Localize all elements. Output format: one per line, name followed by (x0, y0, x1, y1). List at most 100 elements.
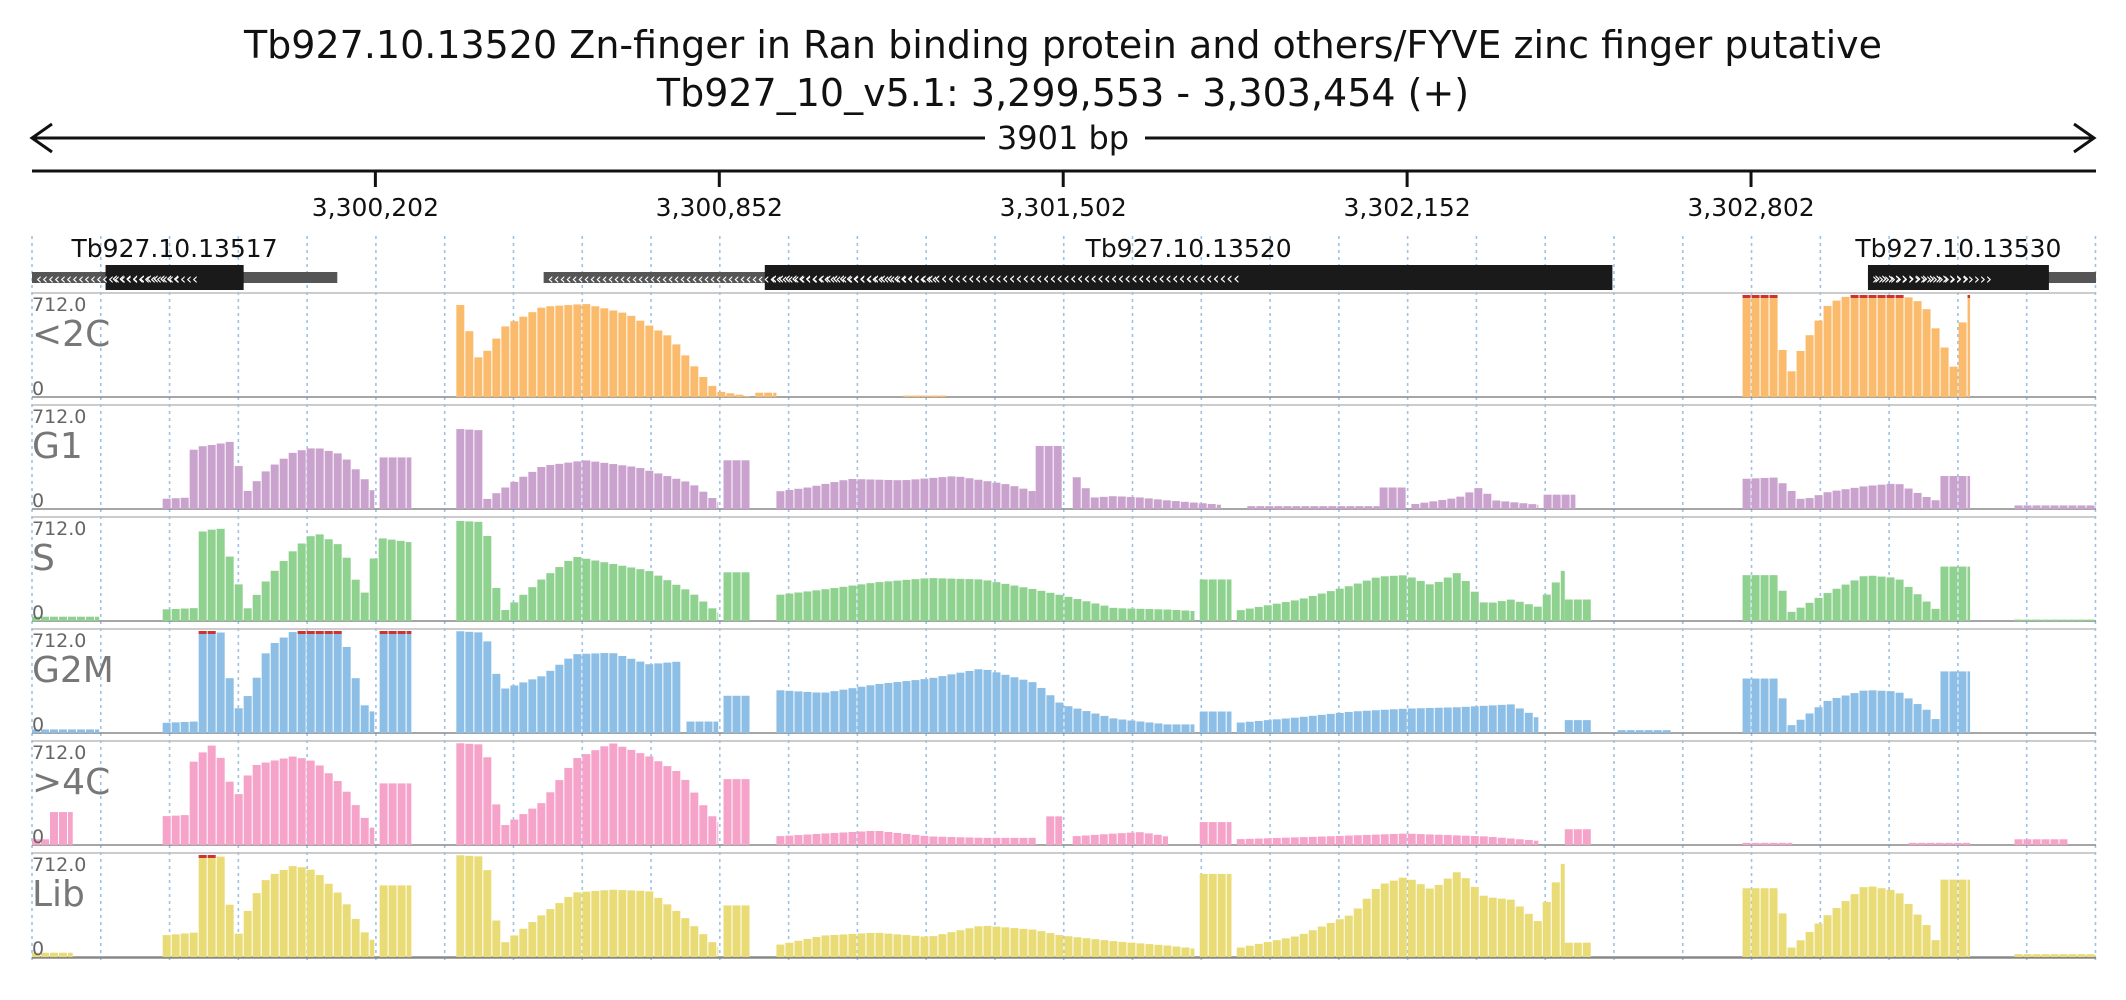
coverage-bar (1922, 925, 1931, 957)
coverage-bar (866, 685, 875, 733)
overflow-marker (1967, 295, 1971, 298)
coverage-bar (379, 885, 388, 957)
coverage-bar (378, 538, 387, 621)
track->4C: 712.0 0 >4C (32, 740, 2096, 848)
coverage-bar (387, 539, 396, 621)
overflow-marker (1850, 295, 1859, 298)
coverage-bar (388, 457, 397, 509)
coverage-bar (1886, 577, 1895, 621)
coverage-bar (297, 631, 306, 733)
coverage-bar (456, 631, 465, 733)
coverage-bar (636, 753, 645, 845)
coverage-bar (848, 688, 857, 733)
coverage-bar (171, 498, 180, 509)
coverage-bar (1429, 501, 1438, 509)
coverage-bar (1760, 477, 1769, 509)
coverage-bar (717, 822, 719, 845)
coverage-bar (1226, 873, 1232, 957)
coverage-bar (785, 690, 794, 733)
coverage-bar (333, 544, 342, 621)
coverage-bar (2077, 954, 2086, 957)
gene-Tb927.10.13517[interactable]: ‹‹‹‹‹‹‹‹‹‹‹‹‹‹‹‹‹‹‹‹‹‹‹‹‹‹‹‹‹‹‹‹‹‹‹‹‹ Tb9… (32, 234, 338, 290)
axis-tick-label: 3,302,802 (1687, 193, 1814, 222)
coverage-bar (1778, 913, 1787, 957)
coverage-bar (397, 631, 406, 733)
coverage-bar (1425, 834, 1434, 845)
coverage-bar (1028, 491, 1036, 509)
coverage-bar (1108, 833, 1117, 845)
coverage-bar (456, 855, 465, 957)
coverage-bar (1841, 695, 1850, 733)
coverage-bar (839, 586, 848, 621)
coverage-bar (732, 905, 741, 957)
coverage-bar (261, 762, 270, 845)
coverage-bar (306, 869, 315, 957)
coverage-bar (252, 677, 261, 733)
gene-Tb927.10.13520[interactable]: ‹‹‹‹‹‹‹‹‹‹‹‹‹‹‹‹‹‹‹‹‹‹‹‹‹‹‹‹‹‹‹‹‹‹‹‹‹‹‹‹… (543, 234, 1613, 290)
coverage-bar (456, 520, 465, 621)
coverage-bar (1144, 833, 1153, 845)
coverage-bar (1931, 608, 1940, 621)
coverage-bar (1506, 899, 1515, 957)
coverage-bar (546, 306, 555, 397)
coverage-bar (1416, 708, 1425, 733)
coverage-bar (627, 749, 636, 845)
coverage-bar (1479, 895, 1488, 957)
coverage-bar (1850, 693, 1859, 733)
coverage-bar (1037, 687, 1046, 733)
coverage-bar (893, 934, 902, 957)
coverage-bar (1967, 566, 1971, 621)
overflow-marker (1886, 295, 1895, 298)
coverage-bar (848, 933, 857, 957)
coverage-bar (645, 325, 654, 397)
coverage-bar (1447, 498, 1456, 509)
track-max-label: 712.0 (32, 294, 86, 316)
coverage-bar (741, 695, 750, 733)
coverage-bar (1299, 933, 1308, 957)
coverage-bar (1958, 566, 1967, 621)
coverage-bar (794, 835, 803, 845)
coverage-bar (1501, 501, 1510, 509)
coverage-bar (180, 933, 189, 957)
coverage-bar (600, 308, 609, 397)
coverage-bar (360, 479, 369, 509)
coverage-bar (744, 396, 750, 397)
coverage-bar (171, 815, 180, 845)
gene-Tb927.10.13530[interactable]: ›››››››››››››››››››››››››››››››››› Tb927.… (1854, 234, 2096, 290)
coverage-bar (1438, 499, 1447, 509)
track-G2M: 712.0 0 G2M (32, 628, 2096, 736)
coverage-bar (1371, 889, 1380, 957)
coverage-bar (785, 489, 794, 509)
coverage-bar (1653, 730, 1662, 733)
coverage-bar (1299, 598, 1308, 621)
coverage-bar (1524, 604, 1533, 621)
coverage-bar (510, 935, 519, 957)
coverage-bar (1908, 842, 1917, 845)
overflow-marker (315, 631, 324, 634)
coverage-bar (2041, 619, 2050, 621)
coverage-bar (1515, 708, 1524, 733)
coverage-bar (333, 892, 342, 957)
overflow-marker (379, 631, 388, 634)
coverage-bar (732, 572, 741, 621)
coverage-bar (803, 834, 812, 845)
coverage-bar (225, 556, 234, 621)
coverage-bar (1537, 504, 1539, 509)
coverage-bar (920, 478, 929, 509)
coverage-bar (1474, 488, 1483, 509)
coverage-bar (803, 938, 812, 957)
coverage-bar (1742, 295, 1751, 397)
coverage-bar (528, 312, 537, 397)
coverage-bar (1181, 610, 1190, 621)
coverage-bar (1281, 837, 1290, 845)
track-min-label: 0 (32, 490, 44, 512)
coverage-bar (723, 779, 732, 845)
coverage-bar (1542, 594, 1551, 621)
coverage-bar (1335, 835, 1344, 845)
coverage-bar (1922, 601, 1931, 621)
coverage-bar (1317, 926, 1326, 957)
coverage-bar (465, 521, 474, 621)
coverage-bar (537, 579, 546, 621)
coverage-bar (1823, 593, 1832, 621)
coverage-bar (465, 743, 474, 845)
